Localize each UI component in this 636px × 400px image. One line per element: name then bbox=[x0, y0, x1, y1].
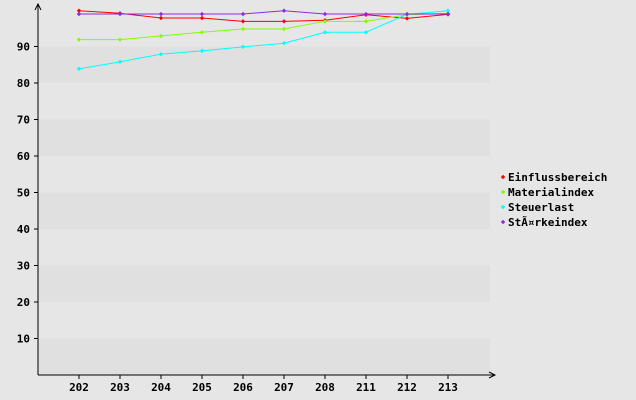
series-2 bbox=[76, 8, 451, 71]
data-point bbox=[322, 11, 328, 17]
legend-label: StÃ¤rkeindex bbox=[508, 216, 588, 229]
data-point bbox=[199, 11, 205, 17]
x-axis-arrow bbox=[488, 371, 497, 379]
series-line bbox=[79, 12, 449, 41]
legend-marker bbox=[500, 174, 506, 180]
y-tick-label: 60 bbox=[17, 150, 30, 163]
grid-band bbox=[38, 302, 490, 339]
data-point bbox=[240, 11, 246, 17]
data-point bbox=[240, 19, 246, 24]
x-tick-label: 206 bbox=[233, 381, 253, 394]
series-line bbox=[78, 10, 449, 70]
grid-band bbox=[38, 156, 490, 193]
grid-bands bbox=[38, 10, 490, 375]
data-point bbox=[76, 11, 82, 17]
data-point bbox=[158, 11, 164, 17]
legend-marker bbox=[500, 189, 506, 195]
data-point bbox=[117, 11, 123, 17]
data-point bbox=[404, 16, 410, 21]
grid-band bbox=[38, 265, 490, 302]
data-point bbox=[363, 30, 369, 35]
data-point bbox=[158, 15, 164, 21]
y-tick-label: 90 bbox=[17, 41, 30, 54]
grid-band bbox=[38, 119, 490, 156]
grid-band bbox=[38, 229, 490, 266]
grid-band bbox=[38, 338, 490, 375]
y-tick-label: 10 bbox=[17, 333, 30, 346]
y-tick-label: 30 bbox=[17, 260, 30, 273]
data-point bbox=[363, 19, 369, 24]
legend-label: Einflussbereich bbox=[508, 171, 607, 184]
legend-label: Steuerlast bbox=[508, 201, 574, 214]
legend-marker bbox=[500, 204, 506, 210]
grid-band bbox=[38, 192, 490, 229]
data-point bbox=[199, 30, 205, 35]
grid-band bbox=[38, 10, 490, 47]
y-tick-label: 20 bbox=[17, 296, 30, 309]
y-tick-label: 80 bbox=[17, 77, 30, 90]
data-point bbox=[281, 8, 287, 13]
x-tick-label: 205 bbox=[192, 381, 212, 394]
x-tick-label: 207 bbox=[274, 381, 294, 394]
data-point bbox=[240, 44, 246, 50]
x-tick-label: 212 bbox=[397, 381, 417, 394]
grid-band bbox=[38, 46, 490, 83]
series-3 bbox=[76, 8, 451, 17]
y-tick-label: 70 bbox=[17, 114, 30, 127]
data-point bbox=[363, 11, 369, 17]
grid-band bbox=[38, 83, 490, 120]
data-point bbox=[322, 30, 328, 35]
data-point bbox=[281, 41, 287, 46]
data-point bbox=[445, 8, 451, 13]
series-line bbox=[78, 10, 449, 22]
data-point bbox=[281, 19, 287, 24]
data-point bbox=[158, 33, 164, 39]
x-tick-label: 211 bbox=[356, 381, 376, 394]
data-point bbox=[322, 19, 328, 24]
y-tick-label: 50 bbox=[17, 187, 30, 200]
data-point bbox=[199, 48, 205, 54]
x-tick-label: 203 bbox=[110, 381, 130, 394]
x-tick-label: 208 bbox=[315, 381, 335, 394]
data-point bbox=[199, 15, 205, 21]
x-tick-label: 204 bbox=[151, 381, 171, 394]
y-tick-label: 40 bbox=[17, 223, 30, 236]
legend: Einflussbereich Materialindex Steuerlast St… bbox=[500, 171, 607, 229]
data-point bbox=[404, 11, 410, 17]
data-point bbox=[76, 37, 82, 42]
data-point bbox=[76, 8, 82, 13]
data-point bbox=[117, 37, 123, 42]
series-line bbox=[79, 10, 448, 15]
data-point bbox=[76, 66, 82, 71]
data-point bbox=[158, 51, 164, 57]
data-point bbox=[281, 26, 287, 32]
data-point bbox=[240, 26, 246, 32]
x-tick-label: 202 bbox=[69, 381, 89, 394]
data-point bbox=[445, 11, 451, 17]
legend-marker bbox=[500, 219, 506, 225]
legend-label: Materialindex bbox=[508, 186, 594, 199]
data-point bbox=[117, 59, 123, 65]
x-tick-label: 213 bbox=[438, 381, 458, 394]
y-axis-arrow bbox=[34, 2, 42, 11]
